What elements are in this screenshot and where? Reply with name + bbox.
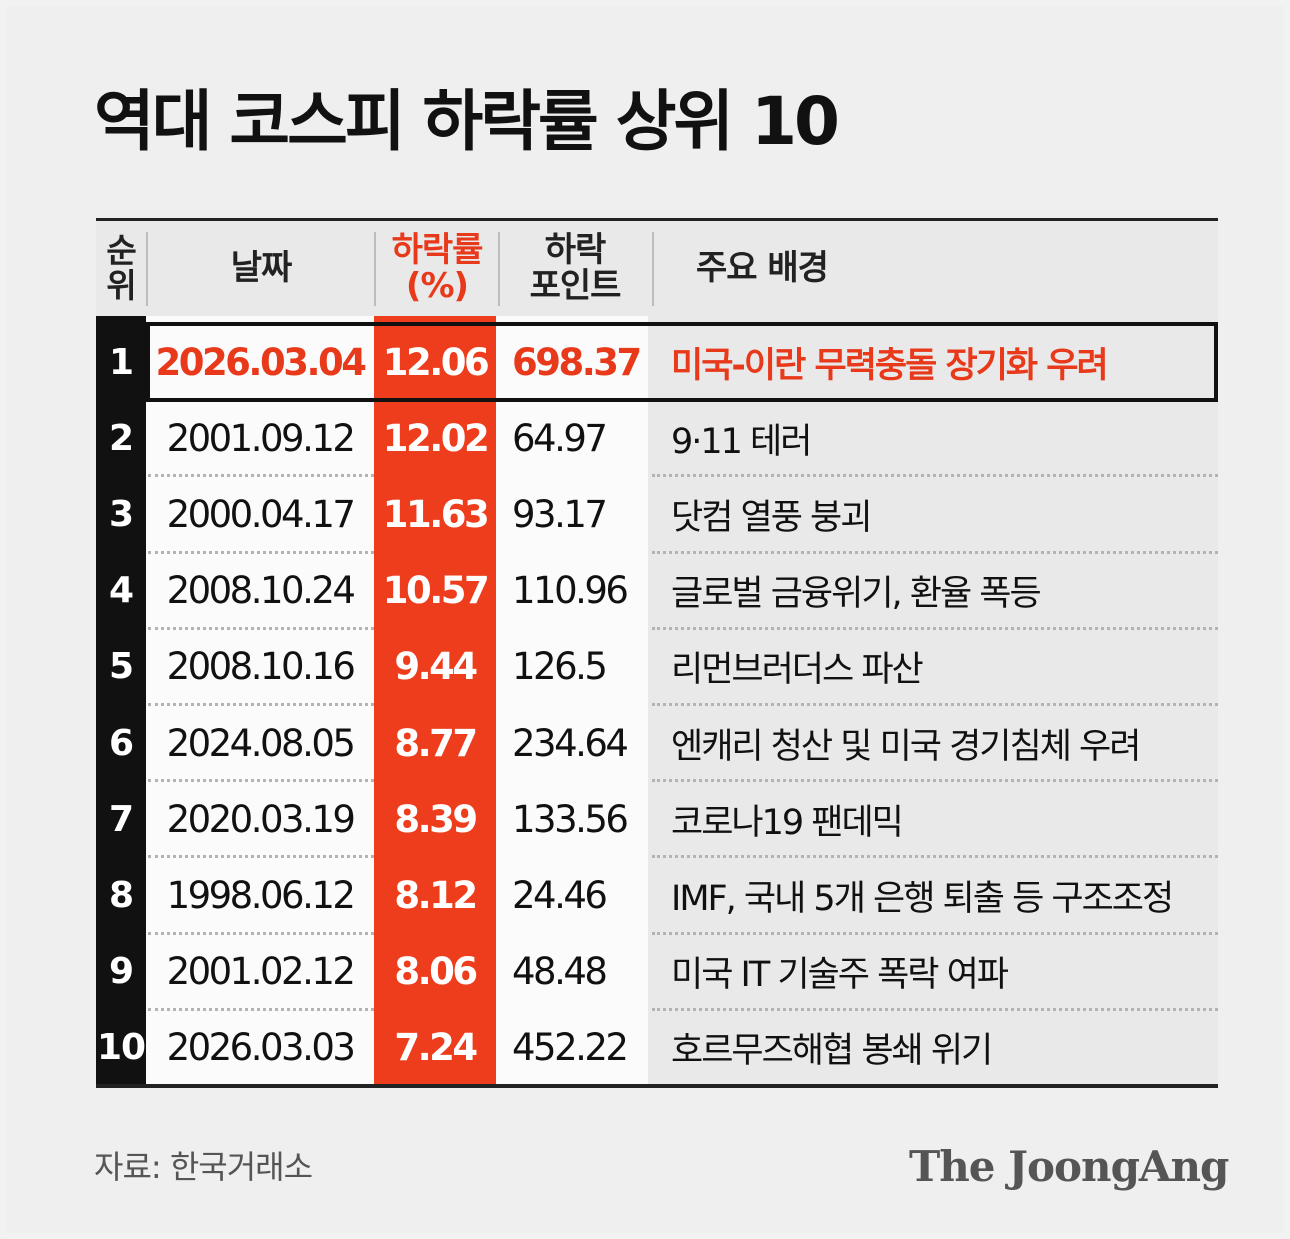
date-cell: 2026.03.04 bbox=[155, 340, 367, 384]
header-divider bbox=[374, 232, 376, 306]
rank-cell: 4 bbox=[108, 570, 134, 612]
highlight-row-box bbox=[146, 322, 1218, 402]
table-row: 6 2024.08.05 8.77 234.64 엔캐리 청산 및 미국 경기침체 우려 bbox=[96, 705, 1218, 781]
date-cell: 2020.03.19 bbox=[166, 797, 356, 841]
points-cell: 110.96 bbox=[512, 569, 629, 613]
date-column bbox=[146, 316, 374, 1084]
background-cell: 미국 IT 기술주 폭락 여파 bbox=[671, 955, 1009, 996]
rank-cell: 5 bbox=[108, 646, 134, 688]
rank-cell: 8 bbox=[108, 874, 134, 916]
rate-cell: 8.77 bbox=[394, 721, 478, 765]
rank-cell: 1 bbox=[108, 341, 134, 383]
table-row: 5 2008.10.16 9.44 126.5 리먼브러더스 파산 bbox=[96, 629, 1218, 705]
points-cell: 452.22 bbox=[512, 1026, 629, 1070]
row-separator bbox=[652, 474, 1218, 478]
table-top-rule bbox=[96, 218, 1218, 221]
rank-cell: 6 bbox=[108, 722, 134, 764]
ranking-table: 순 위 날짜 하락률 (%) 하락 포인트 주요 배경 1 2026.03.04 1… bbox=[96, 218, 1218, 1088]
rate-cell: 7.24 bbox=[394, 1026, 478, 1070]
background-cell: 9·11 테러 bbox=[671, 421, 812, 462]
row-separator bbox=[148, 703, 374, 706]
points-cell: 698.37 bbox=[512, 340, 642, 384]
points-cell: 48.48 bbox=[512, 950, 608, 994]
points-cell: 126.5 bbox=[512, 645, 608, 689]
date-cell: 2026.03.03 bbox=[166, 1026, 356, 1070]
table-row: 7 2020.03.19 8.39 133.56 코로나19 팬데믹 bbox=[96, 781, 1218, 857]
table-row: 8 1998.06.12 8.12 24.46 IMF, 국내 5개 은행 퇴출 등 구… bbox=[96, 857, 1218, 933]
rank-cell: 2 bbox=[108, 417, 134, 459]
header-rank: 순 위 bbox=[106, 230, 136, 305]
rate-cell: 8.06 bbox=[394, 950, 478, 994]
table-row: 3 2000.04.17 11.63 93.17 닷컴 열풍 붕괴 bbox=[96, 476, 1218, 552]
table-bottom-rule bbox=[96, 1084, 1218, 1088]
header-divider bbox=[652, 232, 654, 306]
background-cell: 글로벌 금융위기, 환율 폭등 bbox=[671, 574, 1042, 615]
rank-cell: 3 bbox=[108, 493, 134, 535]
rate-cell: 9.44 bbox=[394, 645, 478, 689]
date-cell: 1998.06.12 bbox=[166, 873, 356, 917]
date-cell: 2008.10.24 bbox=[166, 569, 356, 613]
rank-cell: 10 bbox=[96, 1027, 146, 1069]
points-cell: 133.56 bbox=[512, 797, 629, 841]
page-title: 역대 코스피 하락률 상위 10 bbox=[94, 83, 840, 160]
date-cell: 2001.09.12 bbox=[166, 416, 356, 460]
background-column bbox=[648, 316, 1218, 1084]
header-divider bbox=[498, 232, 500, 306]
row-separator bbox=[148, 931, 374, 935]
date-cell: 2001.02.12 bbox=[166, 950, 356, 994]
points-cell: 93.17 bbox=[512, 492, 608, 536]
header-background-reason: 주요 배경 bbox=[696, 247, 829, 288]
header-divider bbox=[146, 232, 148, 306]
rate-cell: 10.57 bbox=[382, 569, 490, 613]
background-cell: 코로나19 팬데믹 bbox=[671, 802, 904, 843]
rate-cell: 8.39 bbox=[394, 797, 478, 841]
row-separator bbox=[652, 931, 1218, 935]
background-cell: IMF, 국내 5개 은행 퇴출 등 구조조정 bbox=[671, 878, 1174, 919]
header-rate: 하락률 (%) bbox=[391, 229, 484, 306]
background-cell: 미국-이란 무력충돌 장기화 우려 bbox=[671, 345, 1109, 386]
row-separator bbox=[148, 855, 374, 859]
rate-column bbox=[374, 316, 496, 1084]
rate-cell: 12.06 bbox=[382, 340, 490, 384]
row-separator bbox=[652, 779, 1218, 783]
date-cell: 2024.08.05 bbox=[166, 721, 356, 765]
brand-logo: The JoongAng bbox=[909, 1142, 1229, 1191]
background-cell: 닷컴 열풍 붕괴 bbox=[671, 497, 872, 538]
table-row: 1 2026.03.04 12.06 698.37 미국-이란 무력충돌 장기화 우려 bbox=[96, 324, 1218, 400]
row-separator bbox=[652, 855, 1218, 859]
table-row: 2 2001.09.12 12.02 64.97 9·11 테러 bbox=[96, 400, 1218, 476]
background-cell: 리먼브러더스 파산 bbox=[671, 650, 924, 691]
background-cell: 엔캐리 청산 및 미국 경기침체 우려 bbox=[671, 726, 1141, 767]
row-separator bbox=[148, 474, 374, 478]
header-date: 날짜 bbox=[230, 247, 293, 288]
row-separator bbox=[652, 550, 1218, 554]
row-separator bbox=[148, 1007, 374, 1011]
background-cell: 호르무즈해협 봉쇄 위기 bbox=[671, 1031, 993, 1072]
row-separator bbox=[148, 626, 374, 630]
rank-cell: 9 bbox=[108, 951, 134, 993]
rank-cell: 7 bbox=[108, 798, 134, 840]
header-background bbox=[96, 221, 1218, 316]
date-cell: 2000.04.17 bbox=[166, 492, 356, 536]
points-column bbox=[496, 316, 648, 1084]
rank-column bbox=[96, 316, 146, 1084]
rate-cell: 11.63 bbox=[382, 492, 490, 536]
table-row: 9 2001.02.12 8.06 48.48 미국 IT 기술주 폭락 여파 bbox=[96, 934, 1218, 1010]
infographic: 역대 코스피 하락률 상위 10 순 위 날짜 하락률 (%) 하락 포인트 주… bbox=[6, 6, 1284, 1233]
table-row: 10 2026.03.03 7.24 452.22 호르무즈해협 봉쇄 위기 bbox=[96, 1010, 1218, 1086]
points-cell: 234.64 bbox=[512, 721, 629, 765]
points-cell: 24.46 bbox=[512, 873, 608, 917]
table-row: 4 2008.10.24 10.57 110.96 글로벌 금융위기, 환율 폭등 bbox=[96, 553, 1218, 629]
source-note: 자료: 한국거래소 bbox=[94, 1148, 313, 1186]
header-points: 하락 포인트 bbox=[529, 229, 622, 306]
rate-cell: 12.02 bbox=[382, 416, 490, 460]
row-separator bbox=[652, 703, 1218, 706]
points-cell: 64.97 bbox=[512, 416, 608, 460]
row-separator bbox=[652, 626, 1218, 630]
rate-cell: 8.12 bbox=[394, 873, 478, 917]
row-separator bbox=[148, 779, 374, 783]
date-cell: 2008.10.16 bbox=[166, 645, 356, 689]
row-separator bbox=[652, 1007, 1218, 1011]
row-separator bbox=[148, 550, 374, 554]
